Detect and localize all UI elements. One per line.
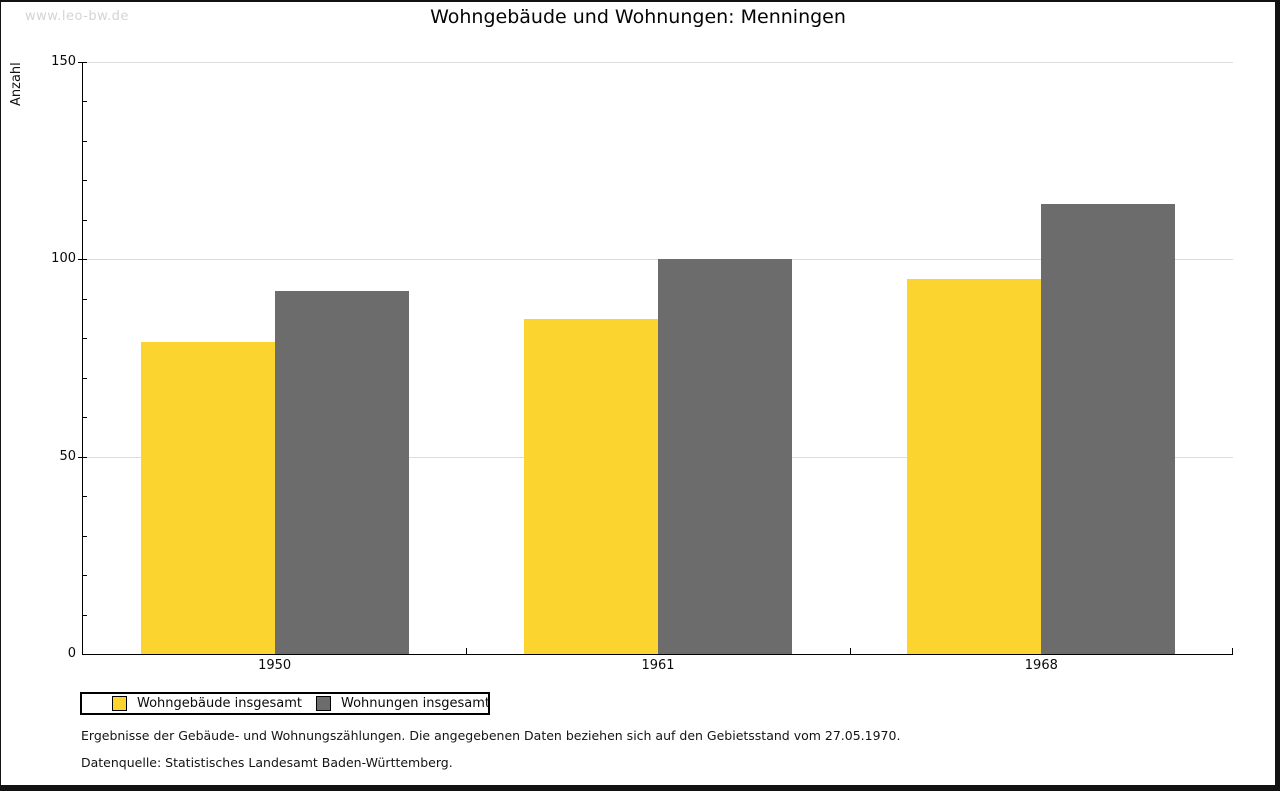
y-axis-major-tick xyxy=(78,62,87,63)
y-tick-label-100: 100 xyxy=(51,251,76,267)
y-tick-label-50: 50 xyxy=(59,448,76,464)
y-axis-minor-tick xyxy=(83,101,87,103)
y-axis-minor-tick xyxy=(83,535,87,537)
x-tick-label-1950: 1950 xyxy=(258,658,292,673)
y-axis-title: Anzahl xyxy=(9,62,24,106)
plot-area: 0 50 100 150 1950 1961 1968 xyxy=(51,54,1233,673)
legend-label: Wohnungen insgesamt xyxy=(341,696,490,711)
chart-title: Wohngebäude und Wohnungen: Menningen xyxy=(430,6,846,28)
legend-swatch-wohnungen xyxy=(316,696,331,711)
bar-1968-series1 xyxy=(907,279,1042,654)
watermark: www.leo-bw.de xyxy=(25,9,129,24)
y-tick-label-150: 150 xyxy=(51,54,76,69)
bar-1961-series2 xyxy=(658,259,792,654)
bar-1950-series1 xyxy=(140,342,275,654)
bar-1950-series2 xyxy=(274,290,409,654)
y-axis-minor-tick xyxy=(83,338,87,340)
y-axis-minor-tick xyxy=(83,377,87,379)
x-axis-tick xyxy=(466,648,468,654)
y-axis-minor-tick xyxy=(83,575,87,577)
y-axis-minor-tick xyxy=(83,219,87,221)
legend-label: Wohngebäude insgesamt xyxy=(137,696,302,711)
y-axis-minor-tick xyxy=(83,298,87,300)
legend-swatch-wohngebaeude xyxy=(112,696,127,711)
y-axis-minor-tick xyxy=(83,614,87,616)
y-axis-major-tick xyxy=(78,259,87,261)
legend-item: Wohngebäude insgesamt xyxy=(112,696,302,711)
bar-1968-series2 xyxy=(1041,204,1176,654)
footnote-data-source: Datenquelle: Statistisches Landesamt Bad… xyxy=(81,755,453,770)
y-axis-minor-tick xyxy=(83,140,87,142)
y-axis-minor-tick xyxy=(83,496,87,498)
x-tick-label-1968: 1968 xyxy=(1024,658,1058,673)
gridline-150 xyxy=(83,62,1233,63)
legend-item: Wohnungen insgesamt xyxy=(316,696,490,711)
x-tick-label-1961: 1961 xyxy=(641,658,675,673)
y-axis-minor-tick xyxy=(83,180,87,182)
x-axis-end-tick xyxy=(1232,648,1233,654)
x-axis-tick xyxy=(849,648,851,654)
legend: Wohngebäude insgesamt Wohnungen insgesam… xyxy=(80,692,490,715)
y-axis-minor-tick xyxy=(83,417,87,419)
y-axis-major-tick xyxy=(78,456,87,458)
y-tick-label-0: 0 xyxy=(67,646,76,661)
bar-1961-series1 xyxy=(524,318,658,654)
footnote-source-note: Ergebnisse der Gebäude- und Wohnungszähl… xyxy=(81,728,901,743)
